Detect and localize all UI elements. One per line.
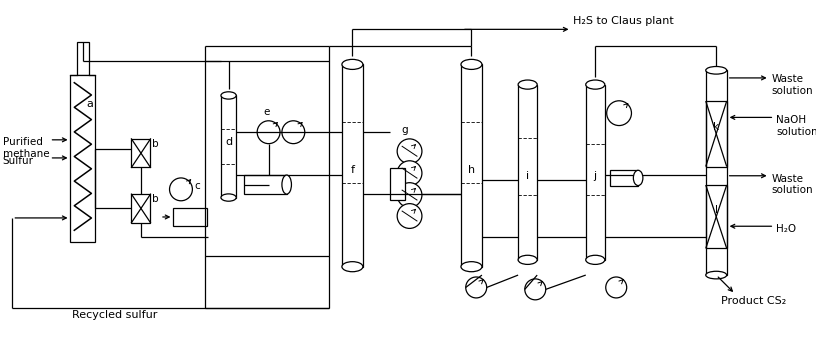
Bar <box>131 139 150 167</box>
Bar <box>221 95 236 198</box>
Circle shape <box>397 161 422 186</box>
Circle shape <box>466 277 486 298</box>
Bar <box>205 61 329 256</box>
Text: NaOH
solution: NaOH solution <box>776 115 816 137</box>
Ellipse shape <box>342 59 363 70</box>
Bar <box>706 70 727 275</box>
Circle shape <box>397 183 422 208</box>
Text: a: a <box>86 99 94 109</box>
Ellipse shape <box>633 170 643 186</box>
Bar <box>342 64 363 267</box>
Ellipse shape <box>706 271 727 279</box>
Ellipse shape <box>282 175 291 194</box>
Text: f: f <box>350 165 354 175</box>
Ellipse shape <box>461 262 482 272</box>
Text: e: e <box>264 107 270 117</box>
Circle shape <box>605 277 627 298</box>
Text: Product CS₂: Product CS₂ <box>721 296 787 306</box>
Text: H₂S to Claus plant: H₂S to Claus plant <box>574 16 674 25</box>
Text: c: c <box>194 180 200 191</box>
Ellipse shape <box>461 59 482 70</box>
Bar <box>389 168 405 200</box>
Ellipse shape <box>706 66 727 74</box>
Bar <box>173 208 206 226</box>
Text: Waste
solution: Waste solution <box>771 174 813 196</box>
Text: Recycled sulfur: Recycled sulfur <box>72 310 157 320</box>
Text: b: b <box>153 139 159 149</box>
Bar <box>610 170 638 186</box>
Bar <box>70 75 95 242</box>
Ellipse shape <box>586 80 605 89</box>
Text: Purified
methane: Purified methane <box>3 137 50 158</box>
Ellipse shape <box>221 92 236 99</box>
Circle shape <box>397 139 422 164</box>
Circle shape <box>397 204 422 228</box>
Bar <box>131 194 150 223</box>
Ellipse shape <box>221 194 236 201</box>
Ellipse shape <box>518 80 537 89</box>
Ellipse shape <box>586 255 605 264</box>
Text: Waste
solution: Waste solution <box>771 74 813 96</box>
Bar <box>586 85 605 260</box>
Bar <box>244 175 286 194</box>
Circle shape <box>282 121 305 144</box>
Text: l: l <box>715 205 718 215</box>
Text: d: d <box>225 137 232 147</box>
Text: H₂O: H₂O <box>776 225 796 234</box>
Text: b: b <box>153 194 159 204</box>
Ellipse shape <box>518 255 537 264</box>
Circle shape <box>607 101 632 126</box>
Circle shape <box>257 121 280 144</box>
Circle shape <box>525 279 546 300</box>
Text: j: j <box>594 171 596 181</box>
Text: k: k <box>713 122 719 132</box>
Bar <box>461 64 482 267</box>
Text: Sulfur: Sulfur <box>3 156 33 166</box>
Text: i: i <box>526 171 530 181</box>
Bar <box>518 85 537 260</box>
Text: h: h <box>468 165 475 175</box>
Text: g: g <box>401 125 408 135</box>
Circle shape <box>170 178 193 201</box>
Bar <box>78 42 89 75</box>
Ellipse shape <box>342 262 363 272</box>
